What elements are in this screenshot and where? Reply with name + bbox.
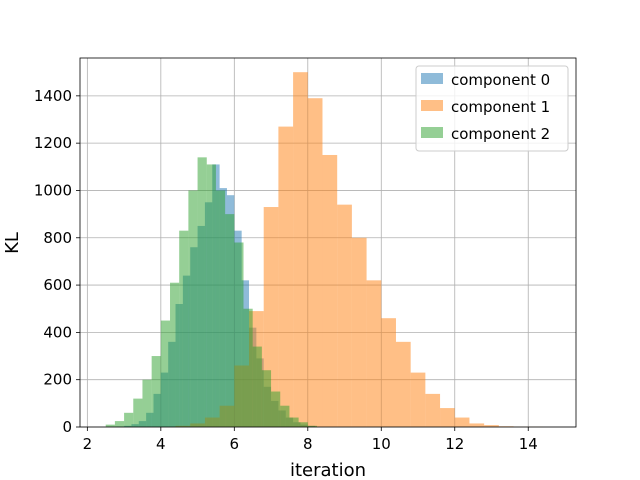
- x-tick-label: 12: [445, 435, 464, 453]
- histogram-bar: [280, 405, 290, 427]
- y-tick-label: 1400: [34, 87, 72, 105]
- y-tick-label: 1200: [34, 134, 72, 152]
- histogram-bar: [252, 346, 262, 427]
- plot-frame: [79, 57, 577, 428]
- histogram-bar: [425, 393, 441, 427]
- y-tick-label: 600: [43, 276, 72, 294]
- histogram-bar: [271, 391, 281, 427]
- series-1: [175, 72, 543, 427]
- histogram-bar: [289, 417, 299, 427]
- histogram-bar: [179, 230, 189, 427]
- legend-label: component 0: [451, 71, 550, 89]
- histogram-bar: [225, 214, 235, 427]
- x-tick-label: 14: [519, 435, 538, 453]
- x-tick-label: 6: [230, 435, 240, 453]
- y-tick-label: 0: [62, 418, 72, 436]
- x-axis-title: iteration: [290, 460, 366, 480]
- histogram-bar: [188, 190, 198, 427]
- x-tick-label: 8: [303, 435, 313, 453]
- series-2: [105, 157, 317, 427]
- y-tick-label: 1000: [34, 181, 72, 199]
- histogram-bar: [440, 408, 455, 427]
- histogram-bar: [484, 425, 499, 427]
- histogram-bar: [366, 280, 382, 427]
- y-axis-title: KL: [2, 232, 23, 254]
- x-tick-label: 2: [83, 435, 93, 453]
- legend-label: component 1: [451, 98, 550, 116]
- legend-label: component 2: [451, 125, 550, 143]
- histogram-bar: [206, 164, 216, 427]
- histogram-bar: [454, 417, 470, 427]
- histogram-bar: [114, 421, 125, 427]
- y-tick-label: 800: [43, 229, 72, 247]
- histogram-bar: [337, 204, 352, 427]
- histogram-bar: [170, 282, 180, 427]
- histogram-bar: [151, 356, 161, 427]
- histogram-bar: [243, 308, 253, 427]
- histogram-bar: [215, 190, 226, 427]
- histogram-bar: [293, 72, 308, 427]
- legend-box: [415, 65, 569, 152]
- histogram-bar: [105, 424, 115, 427]
- histogram-bar: [307, 425, 317, 427]
- legend: component 0 component 1 component 2: [415, 65, 569, 152]
- legend-swatch: [421, 73, 443, 84]
- legend-swatch: [421, 100, 443, 111]
- x-tick-label: 10: [372, 435, 391, 453]
- y-tick-label: 200: [43, 371, 72, 389]
- histogram-bar: [351, 237, 367, 427]
- histogram-bar: [298, 422, 308, 427]
- ticks: 2 4 6 8 10 12 14 0 200 400 600 800 1000 1200 1400: [34, 87, 538, 453]
- histogram-bar: [278, 126, 294, 427]
- histogram-bar: [469, 423, 485, 427]
- histogram-bar: [381, 318, 396, 427]
- histogram-bar: [234, 242, 244, 427]
- y-tick-label: 400: [43, 323, 72, 341]
- histogram-bar: [395, 341, 411, 427]
- histogram-bar: [160, 320, 171, 427]
- histogram-bar: [322, 154, 338, 427]
- bars: [105, 72, 543, 427]
- histogram-bar: [261, 370, 272, 427]
- histogram-bar: [124, 412, 134, 427]
- x-tick-label: 4: [156, 435, 166, 453]
- histogram-bar: [142, 379, 152, 427]
- histogram-bar: [197, 157, 207, 427]
- histogram-bar: [307, 98, 323, 427]
- legend-swatch: [421, 127, 443, 138]
- histogram-bar: [133, 398, 143, 427]
- histogram-bar: [410, 372, 426, 427]
